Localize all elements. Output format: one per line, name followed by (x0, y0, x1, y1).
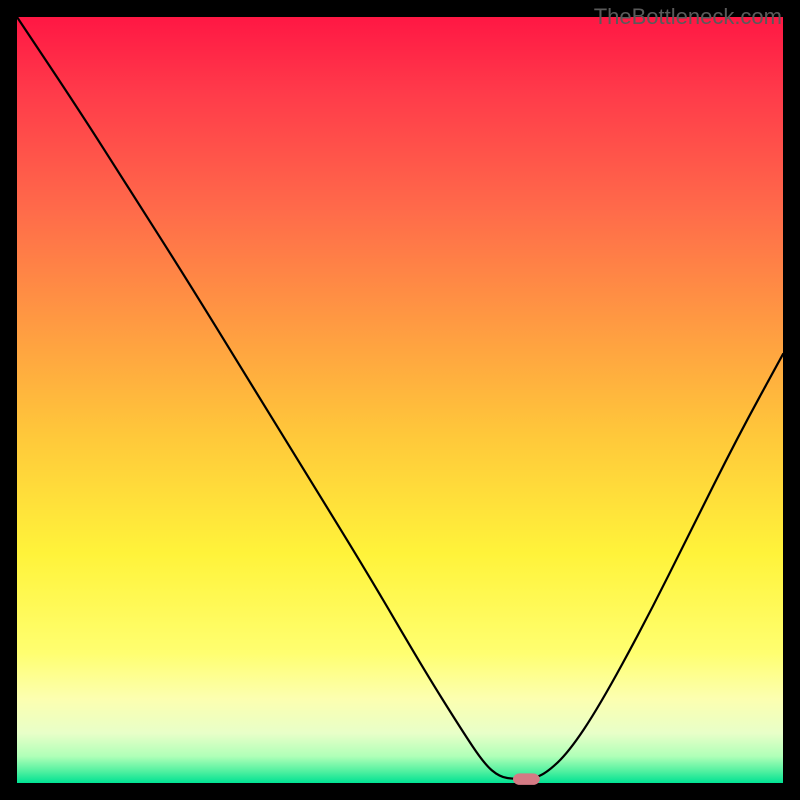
watermark-text: TheBottleneck.com (594, 4, 782, 30)
bottleneck-chart (0, 0, 800, 800)
chart-svg (0, 0, 800, 800)
